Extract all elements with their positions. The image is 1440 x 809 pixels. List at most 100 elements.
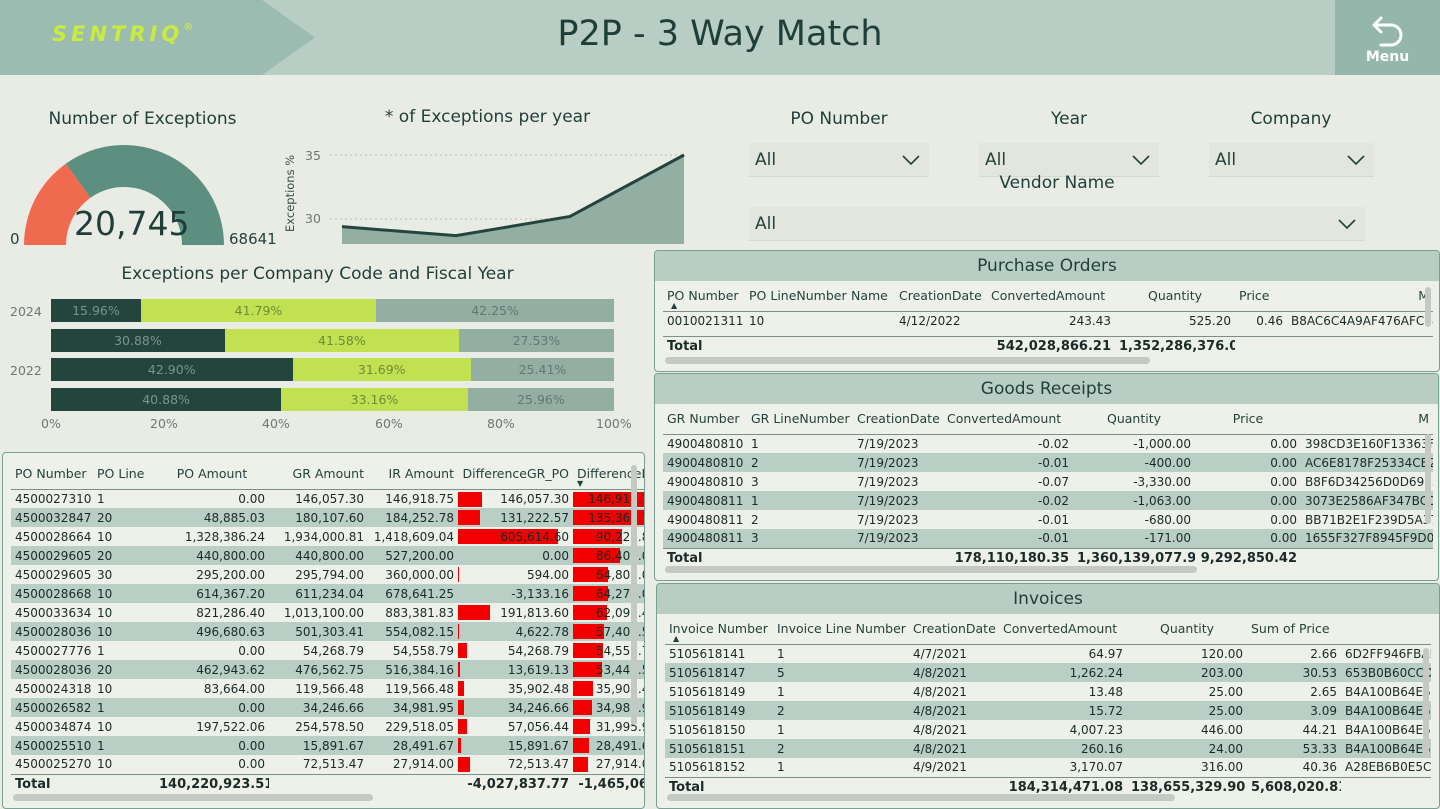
bar-row[interactable]: 30.88% 41.58% 27.53% — [51, 329, 614, 352]
col-creation-date[interactable]: CreationDate — [909, 614, 999, 645]
col-converted-amount[interactable]: ConvertedAmount — [987, 281, 1115, 312]
area-series-line — [341, 153, 685, 238]
col-po-number[interactable]: PO Number ▲ — [663, 281, 745, 312]
bar-segment[interactable]: 31.69% — [292, 358, 471, 381]
bar-segment[interactable]: 25.41% — [470, 358, 614, 381]
bar-segment[interactable]: 42.25% — [376, 299, 614, 322]
table-row[interactable]: 4900480810 2 7/19/2023 -0.01 -400.00 0.00 AC6E… — [663, 453, 1433, 472]
table-row[interactable]: 4500027310 1 0.00 146,057.30 146,918.75 146,0… — [11, 489, 644, 508]
table-row[interactable]: 4500028036 20 462,943.62 476,562.75 516,384.… — [11, 660, 644, 679]
vertical-scrollbar[interactable] — [1423, 648, 1429, 758]
col-po-number[interactable]: PO Number — [11, 459, 93, 490]
col-gr-line-number[interactable]: GR LineNumber — [747, 404, 853, 435]
col-invoice-number[interactable]: Invoice Number ▲ — [665, 614, 773, 645]
bar-segment[interactable]: 15.96% — [51, 299, 141, 322]
bar-segment[interactable]: 33.16% — [281, 388, 468, 411]
x-tick-40: 40% — [262, 416, 290, 431]
bar-segment[interactable]: 40.88% — [51, 388, 282, 411]
table-row[interactable]: 4500025270 10 0.00 72,513.47 27,914.00 72,513… — [15, 757, 644, 772]
col-quantity[interactable]: Quantity — [1127, 614, 1247, 645]
horizontal-scrollbar[interactable] — [667, 794, 1175, 801]
bar-segment[interactable]: 30.88% — [51, 329, 225, 352]
col-gr-amount[interactable]: GR Amount — [269, 459, 368, 490]
bar-segment[interactable]: 41.79% — [140, 299, 377, 322]
col-po-amount[interactable]: PO Amount — [155, 459, 269, 490]
table-row[interactable]: 4500029605 20 440,800.00 440,800.00 527,200.… — [11, 546, 644, 565]
year-dropdown[interactable]: All — [979, 143, 1159, 177]
x-tick-100: 100% — [596, 416, 632, 431]
bar-segment[interactable]: 27.53% — [458, 329, 614, 352]
purchase-orders-table: PO Number ▲ PO LineNumber Name CreationDa… — [663, 281, 1433, 356]
data-bar — [458, 681, 464, 696]
menu-button[interactable]: Menu — [1335, 0, 1440, 75]
bar-segment[interactable]: 25.96% — [467, 388, 614, 411]
table-row[interactable]: 4500029605 30 295,200.00 295,794.00 360,000.… — [15, 567, 644, 582]
vendor-dropdown[interactable]: All — [749, 207, 1365, 241]
data-bar — [458, 643, 467, 658]
data-bar — [573, 662, 603, 677]
data-bar — [458, 700, 464, 715]
col-m[interactable]: M — [1301, 404, 1433, 435]
table-row[interactable]: 4900480811 3 7/19/2023 -0.01 -171.00 0.00 1655… — [663, 529, 1433, 548]
col-invoice-line-number[interactable]: Invoice Line Number — [773, 614, 909, 645]
table-row[interactable]: 5105618147 5 4/8/2021 1,262.24 203.00 30.53 65… — [665, 663, 1431, 682]
table-row[interactable]: 5105618150 1 4/8/2021 4,007.23 446.00 44.21 B4… — [669, 722, 1431, 737]
table-row[interactable]: 5105618151 2 4/8/2021 260.16 24.00 53.33 B4A10… — [665, 739, 1431, 758]
vertical-scrollbar[interactable] — [1425, 434, 1431, 524]
col-m[interactable]: M — [1287, 281, 1433, 312]
table-row[interactable]: 5105618149 1 4/8/2021 13.48 25.00 2.65 B4A100B… — [669, 684, 1431, 699]
col-creation-date[interactable]: CreationDate — [853, 404, 943, 435]
bar-row[interactable]: 15.96% 41.79% 42.25% — [51, 299, 614, 322]
col-sum-of-price[interactable]: Sum of Price — [1247, 614, 1341, 645]
col-quantity[interactable]: Quantity — [1115, 281, 1235, 312]
table-row[interactable]: 5105618152 1 4/9/2021 3,170.07 316.00 40.36 A2… — [669, 760, 1431, 775]
table-row[interactable]: 4500032847 20 48,885.03 180,107.60 184,252.7… — [11, 508, 644, 527]
table-row[interactable]: 4500033634 10 821,286.40 1,013,100.00 883,38… — [15, 605, 644, 620]
table-row[interactable]: 4500028668 10 614,367.20 611,234.04 678,641.… — [11, 584, 644, 603]
bar-segment[interactable]: 42.90% — [51, 358, 293, 381]
vertical-scrollbar[interactable] — [631, 465, 637, 725]
bar-row[interactable]: 42.90% 31.69% 25.41% — [51, 358, 614, 381]
table-row[interactable]: 4500034874 10 197,522.06 254,578.50 229,518.… — [15, 719, 644, 734]
col-converted-amount[interactable]: ConvertedAmount — [999, 614, 1127, 645]
col-quantity[interactable]: Quantity — [1073, 404, 1195, 435]
table-row[interactable]: 5105618141 1 4/7/2021 64.97 120.00 2.66 6D2FF9… — [669, 646, 1431, 661]
company-dropdown[interactable]: All — [1209, 143, 1374, 177]
data-bar — [458, 662, 461, 677]
col-po-line[interactable]: PO Line — [93, 459, 155, 490]
horizontal-scrollbar[interactable] — [13, 794, 373, 801]
col-ir-amount[interactable]: IR Amount — [368, 459, 458, 490]
table-row[interactable]: 4900480810 1 7/19/2023 -0.02 -1,000.00 0.00 39… — [667, 436, 1433, 451]
table-row[interactable]: 4500026582 1 0.00 34,246.66 34,981.95 34,246.… — [11, 698, 644, 717]
col-extra[interactable] — [1341, 614, 1431, 645]
table-row[interactable]: 0010021311 10 4/12/2022 243.43 525.20 0.… — [667, 313, 1433, 328]
year-filter-title: Year — [1051, 109, 1087, 129]
table-row[interactable]: 5105618149 2 4/8/2021 15.72 25.00 3.09 B4A100B… — [665, 701, 1431, 720]
col-po-line-number[interactable]: PO LineNumber — [745, 281, 847, 312]
horizontal-scrollbar[interactable] — [665, 566, 1197, 573]
table-row[interactable]: 4900480811 2 7/19/2023 -0.01 -680.00 0.00 BB71… — [667, 512, 1433, 527]
table-row[interactable]: 4500028036 10 496,680.63 501,303.41 554,082.… — [11, 622, 644, 641]
table-row[interactable]: 4500028664 10 1,328,386.24 1,934,000.81 1,41… — [15, 529, 644, 544]
col-name[interactable]: Name — [847, 281, 895, 312]
horizontal-scrollbar[interactable] — [665, 357, 1150, 364]
col-gr-number[interactable]: GR Number — [663, 404, 747, 435]
table-row[interactable]: 4900480810 3 7/19/2023 -0.07 -3,330.00 0.00 B8… — [667, 474, 1433, 489]
table-row[interactable]: 4500024318 10 83,664.00 119,566.48 119,566.4… — [15, 681, 644, 696]
col-converted-amount[interactable]: ConvertedAmount — [943, 404, 1073, 435]
col-difference-gr-po[interactable]: DifferenceGR_PO — [458, 459, 573, 490]
bar-row[interactable]: 40.88% 33.16% 25.96% — [51, 388, 614, 411]
chevron-down-icon — [1132, 155, 1150, 166]
table-row[interactable]: 4900480811 1 7/19/2023 -0.02 -1,063.00 0.00 30… — [663, 491, 1433, 510]
company-filter-title: Company — [1250, 109, 1332, 129]
col-creation-date[interactable]: CreationDate — [895, 281, 987, 312]
col-price[interactable]: Price — [1195, 404, 1301, 435]
table-row[interactable]: 4500027776 1 0.00 54,268.79 54,558.79 54,268.… — [15, 643, 644, 658]
data-bar — [573, 681, 593, 696]
bar-segment[interactable]: 41.58% — [224, 329, 459, 352]
col-price[interactable]: Price — [1235, 281, 1287, 312]
purchase-orders-panel: Purchase Orders PO Number ▲ PO LineNumber… — [654, 250, 1440, 372]
po-number-dropdown[interactable]: All — [749, 143, 929, 177]
table-row[interactable]: 4500025510 1 0.00 15,891.67 28,491.67 15,891.… — [11, 736, 644, 755]
vertical-scrollbar[interactable] — [1425, 287, 1431, 327]
